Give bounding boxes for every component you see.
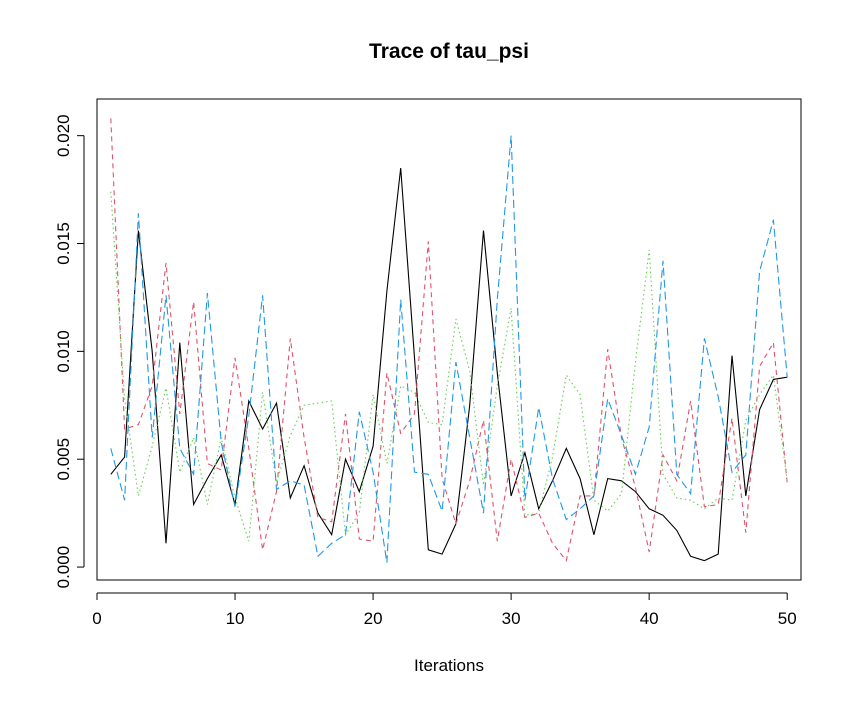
x-axis: 0 10 20 30 40 50 bbox=[92, 592, 797, 628]
series-line-chain-3 bbox=[110, 191, 788, 542]
series-line-chain-1 bbox=[110, 167, 788, 562]
y-tick-label: 0.000 bbox=[54, 546, 73, 589]
chart-title: Trace of tau_psi bbox=[369, 40, 529, 63]
x-tick-label: 10 bbox=[226, 609, 245, 628]
x-tick-label: 0 bbox=[92, 609, 101, 628]
x-tick-label: 30 bbox=[502, 609, 521, 628]
y-tick-label: 0.010 bbox=[54, 330, 73, 373]
y-tick-label: 0.020 bbox=[54, 114, 73, 157]
series-line-chain-2 bbox=[110, 118, 788, 562]
x-tick-label: 50 bbox=[778, 609, 797, 628]
plot-frame bbox=[96, 98, 802, 581]
series-line-chain-4 bbox=[110, 135, 788, 563]
y-axis: 0.000 0.005 0.010 0.015 0.020 bbox=[54, 114, 85, 589]
y-tick-label: 0.005 bbox=[54, 438, 73, 481]
x-tick-label: 20 bbox=[364, 609, 383, 628]
x-tick-label: 40 bbox=[640, 609, 659, 628]
x-axis-label: Iterations bbox=[414, 656, 484, 675]
y-tick-label: 0.015 bbox=[54, 222, 73, 265]
series-layer bbox=[110, 118, 788, 563]
